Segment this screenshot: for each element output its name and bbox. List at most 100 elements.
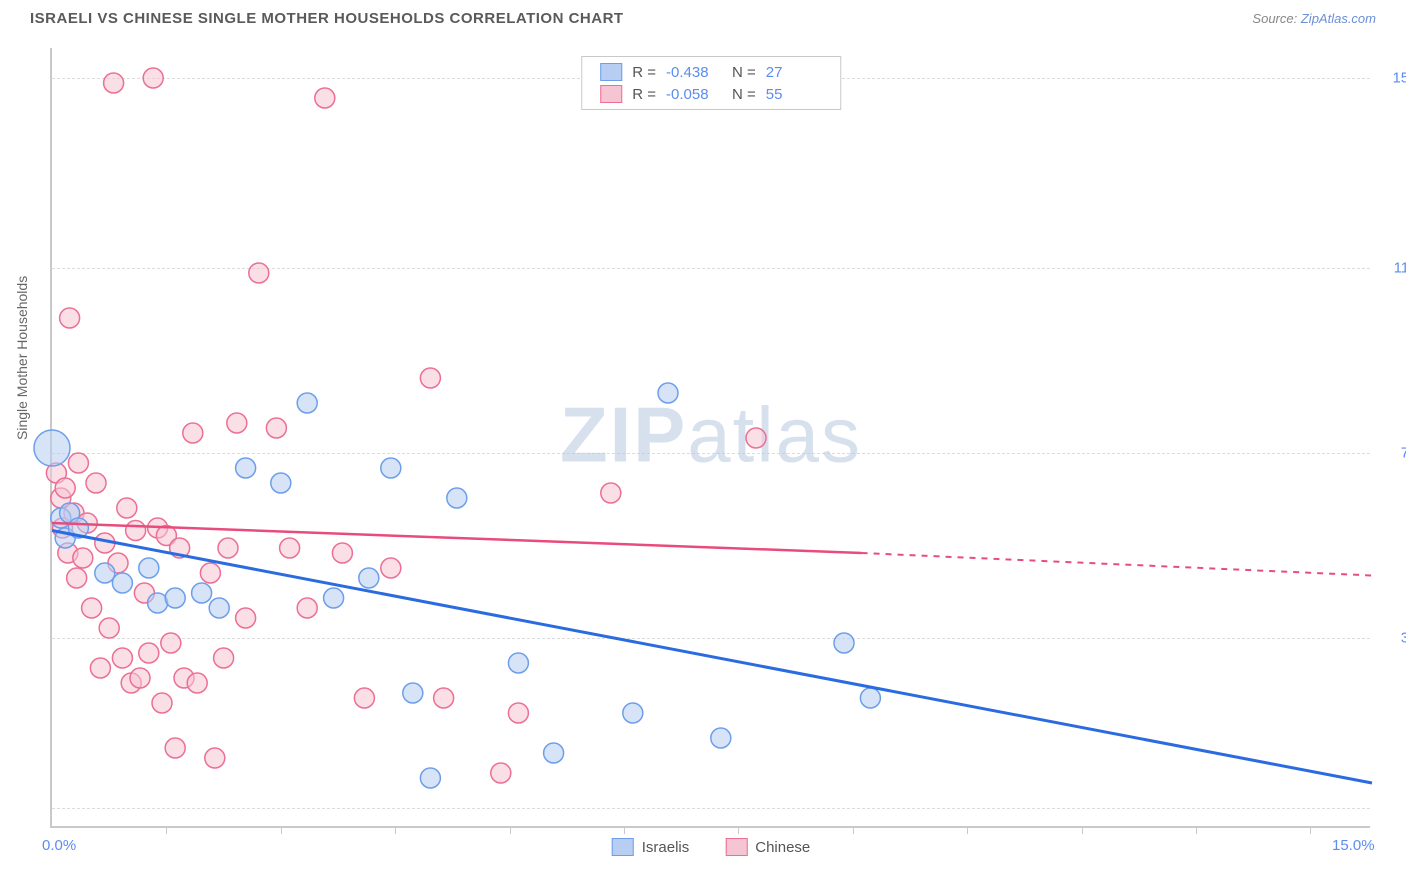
chart-title: ISRAELI VS CHINESE SINGLE MOTHER HOUSEHO… [30, 10, 624, 27]
scatter-point-israelis [544, 743, 564, 763]
chart-plot-area: 3.8%7.5%11.2%15.0% 0.0%15.0% ZIPatlas R … [50, 48, 1370, 828]
r-value-chinese: -0.058 [666, 86, 722, 103]
legend-item-chinese: Chinese [725, 838, 810, 856]
x-tick-mark [281, 826, 282, 834]
scatter-point-chinese [117, 498, 137, 518]
swatch-israelis-icon [600, 63, 622, 81]
scatter-point-chinese [90, 658, 110, 678]
n-value-israelis: 27 [766, 64, 822, 81]
scatter-point-chinese [200, 563, 220, 583]
scatter-point-chinese [354, 688, 374, 708]
x-tick-mark [967, 826, 968, 834]
scatter-point-chinese [187, 673, 207, 693]
scatter-point-israelis [209, 598, 229, 618]
x-tick-label: 15.0% [1332, 837, 1375, 854]
x-tick-mark [395, 826, 396, 834]
scatter-point-israelis [508, 653, 528, 673]
n-label: N = [732, 64, 756, 81]
scatter-point-israelis [271, 473, 291, 493]
scatter-point-chinese [205, 748, 225, 768]
x-tick-mark [1310, 826, 1311, 834]
scatter-point-israelis [236, 458, 256, 478]
swatch-israelis-icon [612, 838, 634, 856]
x-tick-label: 0.0% [42, 837, 76, 854]
scatter-point-israelis [860, 688, 880, 708]
scatter-point-chinese [315, 88, 335, 108]
scatter-point-chinese [218, 538, 238, 558]
scatter-point-chinese [183, 423, 203, 443]
x-tick-mark [166, 826, 167, 834]
r-value-israelis: -0.438 [666, 64, 722, 81]
scatter-point-israelis [165, 588, 185, 608]
scatter-point-chinese [73, 548, 93, 568]
x-tick-mark [853, 826, 854, 834]
trend-line-israelis [52, 531, 1372, 784]
x-tick-mark [1196, 826, 1197, 834]
scatter-point-chinese [126, 521, 146, 541]
r-label: R = [632, 64, 656, 81]
x-tick-mark [510, 826, 511, 834]
scatter-point-chinese [104, 73, 124, 93]
scatter-point-chinese [746, 428, 766, 448]
scatter-plot-svg [52, 48, 1370, 826]
scatter-point-israelis [359, 568, 379, 588]
scatter-point-chinese [60, 308, 80, 328]
scatter-point-israelis [658, 383, 678, 403]
scatter-point-chinese [280, 538, 300, 558]
scatter-point-chinese [601, 483, 621, 503]
x-tick-mark [738, 826, 739, 834]
scatter-point-chinese [67, 568, 87, 588]
source-label: Source: [1252, 11, 1297, 26]
y-tick-label: 11.2% [1380, 260, 1406, 277]
scatter-point-chinese [434, 688, 454, 708]
scatter-point-israelis [148, 593, 168, 613]
scatter-point-chinese [420, 368, 440, 388]
scatter-point-chinese [508, 703, 528, 723]
trend-line-chinese-extrapolated [862, 553, 1372, 576]
swatch-chinese-icon [600, 85, 622, 103]
y-tick-label: 7.5% [1380, 445, 1406, 462]
scatter-point-israelis [95, 563, 115, 583]
correlation-stats-legend: R = -0.438 N = 27 R = -0.058 N = 55 [581, 56, 841, 110]
scatter-point-israelis [297, 393, 317, 413]
legend-label-israelis: Israelis [642, 839, 690, 856]
legend-item-israelis: Israelis [612, 838, 690, 856]
scatter-point-israelis [834, 633, 854, 653]
r-label: R = [632, 86, 656, 103]
scatter-point-israelis [112, 573, 132, 593]
scatter-point-chinese [491, 763, 511, 783]
scatter-point-israelis [403, 683, 423, 703]
scatter-point-chinese [130, 668, 150, 688]
scatter-point-israelis [139, 558, 159, 578]
scatter-point-chinese [249, 263, 269, 283]
scatter-point-chinese [236, 608, 256, 628]
legend-label-chinese: Chinese [755, 839, 810, 856]
scatter-point-chinese [112, 648, 132, 668]
scatter-point-israelis [34, 430, 70, 466]
scatter-point-chinese [143, 68, 163, 88]
scatter-point-israelis [381, 458, 401, 478]
scatter-point-chinese [381, 558, 401, 578]
scatter-point-chinese [161, 633, 181, 653]
scatter-point-chinese [266, 418, 286, 438]
scatter-point-chinese [139, 643, 159, 663]
scatter-point-chinese [55, 478, 75, 498]
scatter-point-chinese [82, 598, 102, 618]
source-link[interactable]: ZipAtlas.com [1301, 11, 1376, 26]
scatter-point-chinese [227, 413, 247, 433]
n-value-chinese: 55 [766, 86, 822, 103]
n-label: N = [732, 86, 756, 103]
series-legend: Israelis Chinese [612, 838, 811, 856]
scatter-point-israelis [192, 583, 212, 603]
x-tick-mark [624, 826, 625, 834]
scatter-point-chinese [99, 618, 119, 638]
scatter-point-chinese [165, 738, 185, 758]
stats-row-israelis: R = -0.438 N = 27 [600, 61, 822, 83]
x-tick-mark [1082, 826, 1083, 834]
scatter-point-chinese [68, 453, 88, 473]
scatter-point-chinese [297, 598, 317, 618]
scatter-point-chinese [214, 648, 234, 668]
scatter-point-israelis [447, 488, 467, 508]
source-attribution: Source: ZipAtlas.com [1252, 11, 1376, 26]
scatter-point-chinese [152, 693, 172, 713]
